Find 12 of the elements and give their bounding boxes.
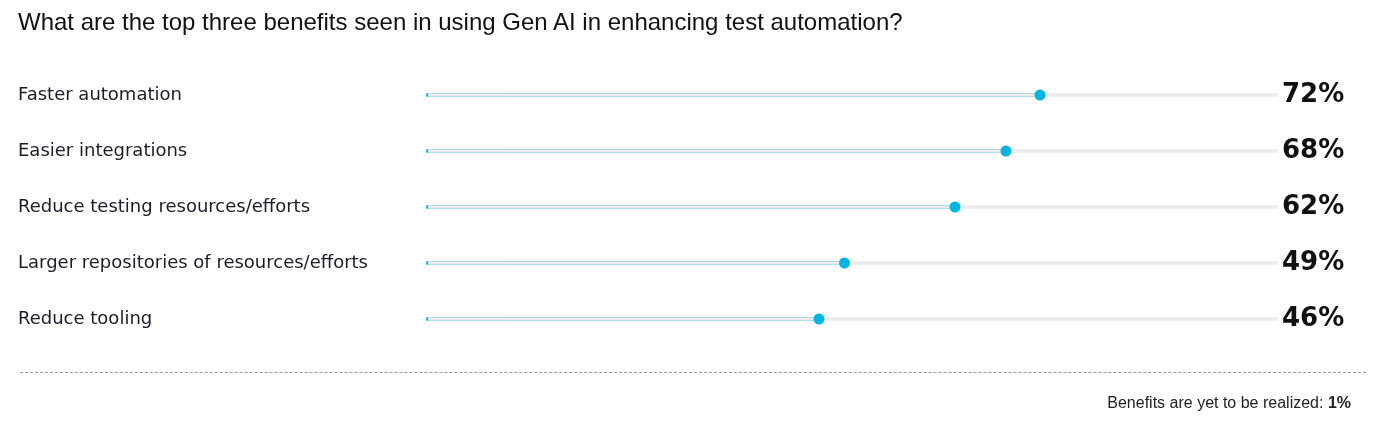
y-tick-label: Larger repositories of resources/efforts [18,250,368,272]
chart-title: What are the top three benefits seen in using Gen AI in enhancing test automation? [18,8,903,36]
y-tick-label: Easier integrations [18,138,188,160]
data-label: 68% [1282,133,1345,164]
data-label: 49% [1282,245,1345,276]
data-label: 62% [1282,189,1345,220]
data-label: 46% [1282,301,1345,332]
y-tick-label: Faster automation [18,82,182,104]
text: Benefits are yet to be realized: 1% [1107,394,1351,411]
y-tick-label: Reduce testing resources/efforts [18,194,311,216]
y-tick-label: Reduce tooling [18,306,153,328]
data-label: 72% [1282,77,1345,108]
